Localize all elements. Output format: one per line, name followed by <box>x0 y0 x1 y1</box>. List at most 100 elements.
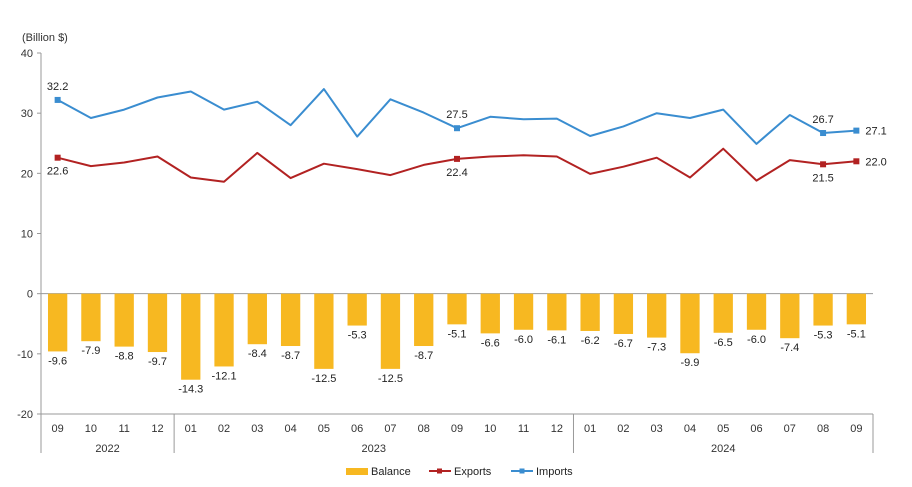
x-tick-label: 09 <box>451 423 463 435</box>
balance-bar <box>81 293 101 342</box>
imports-data-label: 26.7 <box>812 114 833 126</box>
balance-data-label: -9.6 <box>48 355 67 367</box>
x-tick-label: 07 <box>784 423 796 435</box>
balance-bar <box>680 293 700 354</box>
balance-data-label: -12.5 <box>378 373 403 385</box>
balance-bar <box>247 293 267 345</box>
balance-bar <box>846 293 867 325</box>
balance-data-label: -6.7 <box>614 338 633 350</box>
balance-bar <box>114 293 134 347</box>
balance-bar <box>547 293 567 331</box>
balance-data-label: -8.4 <box>248 348 267 360</box>
imports-marker <box>54 96 61 103</box>
balance-data-label: -5.1 <box>448 328 467 340</box>
exports-marker <box>820 161 827 168</box>
balance-data-label: -8.7 <box>281 350 300 362</box>
y-tick-label: -20 <box>17 409 33 421</box>
y-tick-label: 40 <box>21 48 33 60</box>
x-tick-label: 05 <box>318 423 330 435</box>
x-axis: 09 10 11 12 01 02 03 04 05 06 07 08 09 10 11 12 01 02 03 04… <box>40 413 874 455</box>
data-labels: -9.6-7.9 -8.8 -9.7-14.3-12.1-8.4 -8.7-12.5-… <box>47 81 887 396</box>
x-tick-label: 08 <box>817 423 829 435</box>
balance-bar <box>347 293 367 326</box>
x-tick-label: 03 <box>251 423 263 435</box>
balance-data-label: -5.3 <box>348 330 367 342</box>
exports-marker <box>54 154 61 161</box>
legend-swatch-balance <box>346 468 368 475</box>
legend-label-balance: Balance <box>371 466 411 478</box>
balance-data-label: -12.1 <box>212 370 237 382</box>
y-tick-label: 20 <box>21 168 33 180</box>
x-tick-label: 02 <box>218 423 230 435</box>
year-label: 2024 <box>711 443 735 455</box>
line-series <box>54 88 860 183</box>
balance-bar <box>280 293 301 347</box>
legend-label-imports: Imports <box>536 466 573 478</box>
balance-data-label: -12.5 <box>311 373 336 385</box>
x-tick-label: 10 <box>85 423 97 435</box>
x-tick-label: 01 <box>185 423 197 435</box>
balance-bar <box>713 293 733 333</box>
x-tick-label: 12 <box>551 423 563 435</box>
balance-bar <box>780 293 800 339</box>
y-axis-unit-label: (Billion $) <box>22 32 68 44</box>
y-tick-label: -10 <box>17 349 33 361</box>
exports-marker <box>454 155 460 162</box>
x-tick-label: 04 <box>684 423 696 435</box>
balance-bar <box>580 293 600 331</box>
balance-data-label: -7.9 <box>81 345 100 357</box>
x-tick-label: 04 <box>284 423 296 435</box>
balance-bar <box>47 293 68 352</box>
balance-data-label: -6.0 <box>747 334 766 346</box>
y-tick-label: 30 <box>21 108 33 120</box>
legend: Balance Exports Imports <box>346 466 573 478</box>
exports-data-label: 22.4 <box>446 167 467 179</box>
balance-bar <box>447 293 467 325</box>
balance-data-label: -6.5 <box>714 337 733 349</box>
axes: 40 30 20 10 0 -10 -20 <box>17 48 873 421</box>
imports-marker <box>454 125 460 132</box>
imports-data-label: 32.2 <box>47 81 68 93</box>
balance-bar <box>647 293 667 338</box>
year-label: 2022 <box>95 443 119 455</box>
balance-bar <box>181 293 201 380</box>
x-tick-label: 10 <box>484 423 496 435</box>
balance-data-label: -5.3 <box>814 330 833 342</box>
balance-data-label: -8.8 <box>115 351 134 363</box>
legend-swatch-exports-marker <box>437 468 442 474</box>
balance-data-label: -6.6 <box>481 337 500 349</box>
balance-data-label: -9.9 <box>680 357 699 369</box>
x-tick-label: 09 <box>850 423 862 435</box>
balance-bar <box>480 293 500 334</box>
balance-bar <box>414 293 434 347</box>
balance-bar <box>513 293 534 330</box>
legend-label-exports: Exports <box>454 466 492 478</box>
balance-data-label: -6.0 <box>514 334 533 346</box>
x-tick-label: 05 <box>717 423 729 435</box>
x-tick-label: 09 <box>52 423 64 435</box>
balance-bar <box>214 293 234 367</box>
balance-bar <box>813 293 833 326</box>
y-tick-label: 0 <box>27 289 33 301</box>
y-tick-label: 10 <box>21 229 33 241</box>
x-tick-label: 11 <box>518 423 529 435</box>
x-tick-label: 11 <box>118 423 129 435</box>
x-tick-label: 06 <box>750 423 762 435</box>
balance-bar <box>746 293 767 330</box>
imports-marker <box>820 130 827 137</box>
balance-data-label: -14.3 <box>178 384 203 396</box>
x-tick-label: 03 <box>651 423 663 435</box>
x-tick-label: 02 <box>617 423 629 435</box>
x-tick-label: 08 <box>418 423 430 435</box>
balance-data-label: -6.2 <box>581 335 600 347</box>
imports-data-label: 27.1 <box>865 126 886 138</box>
x-tick-label: 12 <box>151 423 163 435</box>
balance-bar <box>613 293 634 334</box>
balance-bar <box>147 293 168 353</box>
exports-data-label: 22.6 <box>47 166 68 178</box>
x-tick-label: 07 <box>384 423 396 435</box>
balance-data-label: -7.4 <box>780 342 799 354</box>
balance-data-label: -6.1 <box>547 334 566 346</box>
